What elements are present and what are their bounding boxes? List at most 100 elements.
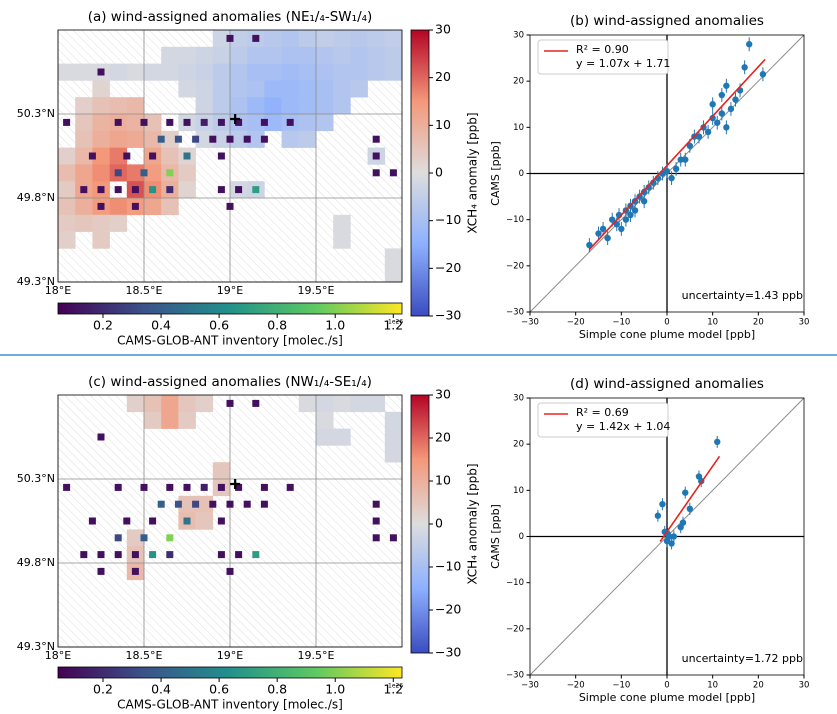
anomaly-cell (161, 411, 179, 429)
source-marker (183, 517, 191, 525)
colorbar-tick-label: 1.2 (383, 682, 403, 697)
source-marker (174, 135, 182, 143)
source-marker (260, 135, 268, 143)
anomaly-cell (384, 30, 403, 48)
x-tick-label: 10 (707, 318, 718, 328)
data-point (622, 216, 630, 223)
data-point (659, 500, 666, 508)
fit-line (659, 455, 721, 542)
data-point (604, 234, 611, 242)
anomaly-cell (75, 63, 93, 81)
anomaly-cell (350, 63, 368, 81)
anomaly-cell (247, 130, 265, 148)
source-marker (235, 551, 243, 559)
source-marker (217, 186, 225, 194)
axes-frame (57, 29, 403, 283)
source-marker (140, 483, 148, 491)
anomaly-cell (350, 30, 368, 48)
anomaly-cell (298, 63, 317, 81)
source-marker (372, 534, 380, 542)
y-tick-label: 50.3°N (17, 107, 55, 120)
anomaly-cell (212, 130, 231, 148)
anomaly-cell (230, 130, 248, 148)
source-marker (149, 152, 157, 160)
source-marker (192, 500, 200, 508)
source-marker (372, 135, 380, 143)
colorbar-tick-label: 1.0 (325, 318, 345, 333)
source-marker (209, 500, 217, 508)
source-marker (97, 551, 105, 559)
legend-box (537, 39, 669, 75)
anomaly-cell (161, 395, 179, 413)
anomaly-cell (316, 63, 334, 81)
source-marker (140, 169, 148, 177)
source-marker (183, 118, 191, 126)
data-point (631, 207, 639, 214)
anomaly-cell (178, 164, 196, 182)
anomaly-cell (230, 80, 248, 98)
anomaly-cell (195, 97, 214, 115)
source-marker (131, 567, 139, 575)
anomaly-cell (126, 63, 145, 81)
source-marker (252, 34, 260, 42)
anomaly-cell (298, 46, 317, 64)
anomaly-cell (195, 80, 214, 98)
data-point (682, 489, 689, 496)
source-marker (183, 483, 191, 491)
data-point (682, 156, 689, 163)
inventory-colorbar (57, 666, 403, 679)
anomaly-cell (264, 63, 282, 81)
anomaly-colorbar (410, 394, 430, 654)
anomaly-cell (384, 265, 403, 283)
y-tick-label: −20 (506, 624, 524, 634)
data-point (718, 91, 725, 99)
source-marker (140, 118, 148, 126)
anomaly-cell (316, 46, 334, 64)
source-marker (63, 118, 71, 126)
anomaly-cell (126, 164, 145, 182)
colorbar-tick-label: 30 (435, 22, 451, 37)
anomaly-cell (333, 231, 351, 249)
anomaly-cell (144, 411, 162, 429)
x-tick-label: −20 (567, 681, 585, 691)
source-marker (183, 152, 191, 160)
source-marker (372, 517, 380, 525)
source-marker (149, 551, 157, 559)
x-tick-label: 18°E (45, 649, 71, 662)
axes-frame (529, 34, 805, 313)
y-tick-label: 49.8°N (17, 556, 55, 569)
y-tick-label: 49.8°N (17, 191, 55, 204)
source-marker (166, 483, 174, 491)
anomaly-cell (75, 97, 93, 115)
anomaly-cell (161, 147, 179, 165)
anomaly-cell (92, 130, 110, 148)
colorbar-tick-label: 0.8 (267, 682, 287, 697)
y-tick-label: 49.3°N (17, 275, 55, 288)
anomaly-cell (75, 214, 93, 232)
anomaly-cell (298, 114, 317, 132)
y-tick-label: 0 (519, 169, 524, 179)
anomaly-cell (58, 164, 76, 182)
source-marker (80, 551, 88, 559)
anomaly-cell (367, 395, 386, 413)
anomaly-cell (281, 80, 300, 98)
source-marker (217, 483, 225, 491)
source-marker (174, 500, 182, 508)
anomaly-cell (316, 80, 334, 98)
x-tick-label: 19°E (217, 649, 243, 662)
source-marker (372, 169, 380, 177)
anomaly-cell (92, 214, 110, 232)
anomaly-cell (75, 114, 93, 132)
anomaly-cell (281, 63, 300, 81)
anomaly-cell (298, 130, 317, 148)
anomaly-cell (75, 130, 93, 148)
colorbar-scale: 1e26 (388, 683, 403, 690)
site-marker (230, 114, 241, 124)
anomaly-cell (230, 63, 248, 81)
anomaly-cell (92, 147, 110, 165)
data-point (723, 82, 730, 89)
x-tick-label: −20 (567, 318, 585, 328)
anomaly-cell (384, 411, 403, 429)
data-point (746, 41, 753, 48)
anomaly-cell (195, 63, 214, 81)
